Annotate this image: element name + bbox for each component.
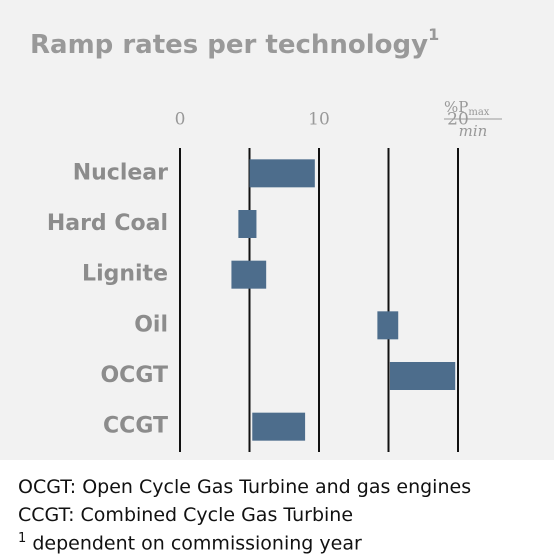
unit-numerator-text: %P (444, 98, 468, 116)
bar (249, 159, 315, 188)
note: CCGT: Combined Cycle Gas Turbine (18, 504, 354, 526)
x-tick-label: 20 (447, 110, 469, 130)
footnote: 1 dependent on commissioning year (18, 531, 362, 554)
bar (238, 210, 257, 238)
footnote-marker: 1 (18, 531, 27, 546)
bar (389, 362, 456, 390)
footnote-text: dependent on commissioning year (26, 532, 362, 555)
category-label: Hard Coal (47, 211, 168, 236)
bar (377, 311, 399, 340)
unit-label: %Pmax min (444, 98, 502, 140)
x-tick-label: 0 (175, 110, 186, 130)
category-label: CCGT (103, 414, 168, 439)
chart-background (0, 0, 554, 460)
bar (252, 412, 306, 441)
title-text: Ramp rates per technology (30, 30, 428, 60)
category-label: Nuclear (73, 160, 168, 185)
unit-denominator: min (459, 122, 488, 140)
note: OCGT: Open Cycle Gas Turbine and gas eng… (18, 476, 472, 498)
x-tick-label: 10 (308, 110, 330, 130)
unit-subscript: max (468, 107, 489, 118)
bar (231, 260, 267, 289)
chart: Ramp rates per technology1 %Pmax min 0 10… (0, 0, 554, 460)
category-label: Lignite (82, 262, 168, 287)
title-superscript: 1 (428, 25, 439, 44)
unit-numerator: %Pmax (444, 98, 490, 118)
category-label: OCGT (100, 363, 168, 388)
category-label: Oil (134, 312, 168, 337)
chart-title: Ramp rates per technology1 (30, 25, 439, 60)
